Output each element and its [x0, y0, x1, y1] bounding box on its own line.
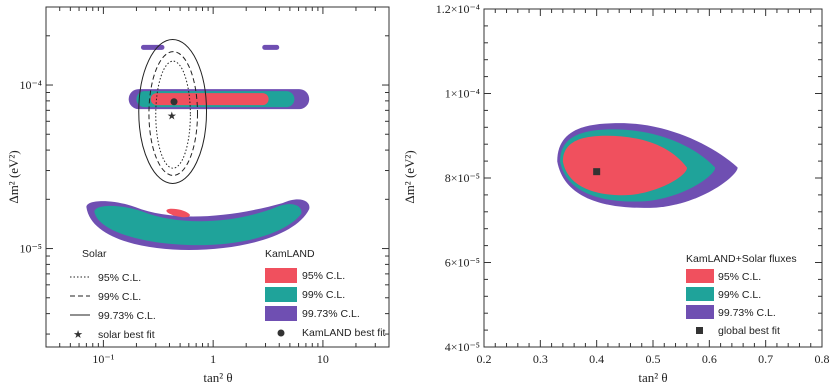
- solar-legend-label: 95% C.L.: [98, 272, 141, 284]
- left-plot-frame: [45, 6, 390, 348]
- global-legend-label: 95% C.L.: [718, 271, 761, 283]
- kamland-island-1: [262, 44, 280, 50]
- right-y-tick-label: 1.2×10⁻⁴: [436, 2, 480, 16]
- global-legend-swatch: [686, 269, 714, 283]
- right-x-tick-label: 0.7: [758, 352, 773, 366]
- kamland-legend-circle-symbol: [277, 329, 285, 337]
- global-legend-square-symbol: [696, 327, 703, 334]
- right-x-tick-label: 0.4: [589, 352, 604, 366]
- left-y-tick-label: 10⁻⁵: [19, 242, 42, 256]
- right-y-axis-label: Δm² (eV²): [402, 150, 417, 203]
- right-y-tick-label: 1×10⁻⁴: [445, 87, 480, 101]
- right-x-tick-label: 0.8: [815, 352, 830, 366]
- left-x-axis-label: tan² θ: [203, 370, 232, 385]
- global-legend-swatch: [686, 287, 714, 301]
- left-legend-solar: Solar 95% C.L. 99% C.L. 99.73% C.L. ★ solar b…: [70, 248, 156, 341]
- right-x-tick-label: 0.2: [477, 352, 492, 366]
- kamland-lower-95: [166, 208, 190, 218]
- left-y-axis-label: Δm² (eV²): [6, 150, 21, 203]
- kamland-legend-label: KamLAND best fit: [302, 327, 386, 339]
- kamland-legend-label: 99% C.L.: [302, 289, 345, 301]
- global-legend-swatch: [686, 305, 714, 319]
- right-x-tick-label: 0.6: [702, 352, 717, 366]
- kamland-upper-95: [150, 93, 269, 106]
- right-y-tick-label: 8×10⁻⁵: [445, 171, 480, 185]
- left-markers: ★: [167, 98, 178, 123]
- solar-legend-star-symbol: ★: [73, 329, 83, 341]
- kamland-legend-title: KamLAND: [265, 248, 315, 260]
- kamland-island-0: [140, 44, 165, 50]
- right-x-axis-label: tan² θ: [638, 370, 667, 385]
- right-ticks: 0.2 0.3 0.4 0.5 0.6 0.7 0.8 4×10⁻⁵ 6×10⁻⁵ 8×10⁻⁵ 1…: [436, 2, 830, 366]
- left-x-tick-label: 1: [210, 352, 216, 366]
- solar-contour-9973: [138, 38, 208, 184]
- left-chart: ★ 10⁻¹ 1 10 10⁻⁴ 10⁻⁵ tan² θ Δm² (eV²) Solar…: [6, 6, 390, 385]
- kamland-lower-99: [94, 204, 302, 246]
- solar-best-fit-marker: ★: [167, 111, 177, 123]
- global-legend-label: 99% C.L.: [718, 289, 761, 301]
- kamland-best-fit-marker: [170, 98, 178, 106]
- kamland-legend-label: 95% C.L.: [302, 270, 345, 282]
- left-legend-kamland: KamLAND 95% C.L. 99% C.L. 99.73% C.L. KamLAN…: [265, 248, 386, 339]
- right-y-tick-label: 4×10⁻⁵: [445, 340, 480, 354]
- left-y-tick-label: 10⁻⁴: [19, 78, 42, 92]
- left-kamland-regions: [86, 44, 310, 250]
- global-legend-title: KamLAND+Solar fluxes: [686, 253, 797, 265]
- kamland-legend-swatch: [265, 287, 297, 302]
- right-markers: [593, 168, 601, 176]
- solar-legend-label: 99.73% C.L.: [98, 310, 156, 322]
- left-solar-contours: [138, 38, 208, 184]
- right-y-tick-label: 6×10⁻⁵: [445, 256, 480, 270]
- right-chart: 0.2 0.3 0.4 0.5 0.6 0.7 0.8 4×10⁻⁵ 6×10⁻⁵ 8×10⁻⁵ 1…: [402, 2, 830, 385]
- solar-legend-label: solar best fit: [98, 329, 155, 341]
- right-regions: [557, 123, 738, 208]
- right-legend: KamLAND+Solar fluxes 95% C.L. 99% C.L. 99.7…: [686, 253, 797, 337]
- global-region-95: [562, 135, 687, 196]
- solar-legend-title: Solar: [82, 248, 107, 260]
- global-best-fit-marker: [593, 168, 601, 176]
- kamland-legend-swatch: [265, 268, 297, 283]
- right-x-tick-label: 0.3: [533, 352, 548, 366]
- right-x-tick-label: 0.5: [646, 352, 661, 366]
- solar-contour-99: [148, 51, 198, 176]
- global-legend-label: 99.73% C.L.: [718, 307, 776, 319]
- kamland-legend-swatch: [265, 306, 297, 321]
- left-x-tick-label: 10: [317, 352, 329, 366]
- kamland-legend-label: 99.73% C.L.: [302, 308, 360, 320]
- solar-legend-label: 99% C.L.: [98, 291, 141, 303]
- left-x-tick-label: 10⁻¹: [92, 352, 114, 366]
- global-legend-label: global best fit: [718, 325, 780, 337]
- left-ticks: 10⁻¹ 1 10 10⁻⁴ 10⁻⁵: [19, 7, 390, 366]
